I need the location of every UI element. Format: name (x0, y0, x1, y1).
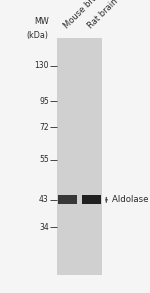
Text: Mouse brain: Mouse brain (62, 0, 105, 31)
Text: Aldolase B: Aldolase B (112, 195, 150, 204)
Bar (57, 38, 102, 275)
Text: MW: MW (34, 18, 49, 26)
Text: 34: 34 (39, 223, 49, 231)
Text: 55: 55 (39, 155, 49, 164)
Text: 130: 130 (34, 62, 49, 70)
Text: (kDa): (kDa) (27, 31, 49, 40)
Text: 95: 95 (39, 97, 49, 105)
Text: 72: 72 (39, 123, 49, 132)
Bar (82, 195, 101, 204)
Bar (58, 195, 77, 204)
Text: 43: 43 (39, 195, 49, 204)
Text: Rat brain: Rat brain (86, 0, 119, 31)
